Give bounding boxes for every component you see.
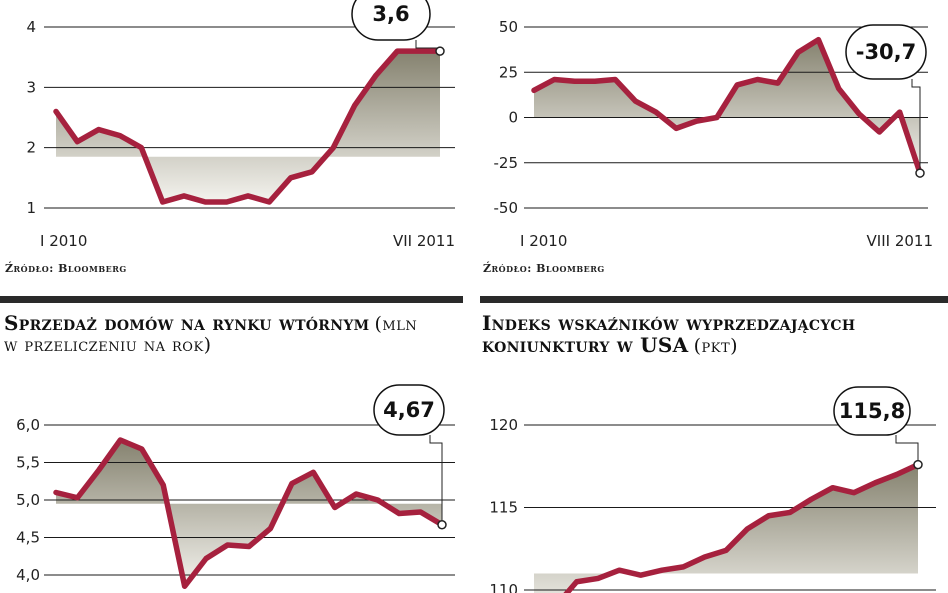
y-tick-label: 6,0 [16, 416, 40, 434]
chart-title-bottom-right: Indeks wskaźników wyprzedzających koniun… [482, 313, 922, 357]
chart-bottom-left: 4,0 4,5 5,0 5,5 6,0 4,67 [0, 380, 470, 593]
y-tick-label: -50 [494, 199, 519, 217]
y-tick-label: 120 [489, 416, 518, 434]
title-main: Indeks wskaźników wyprzedzających koniun… [482, 311, 856, 357]
y-tick-label: 110 [489, 581, 518, 593]
callout-value: 4,67 [383, 398, 435, 422]
area-fill [534, 464, 918, 593]
callout-leader [911, 79, 921, 170]
chart-top-right-svg: -50 -25 0 25 50 -30,7 I 2010 VIII 2011 [494, 18, 934, 250]
area-fill [56, 51, 440, 202]
title-main: Sprzedaż domów na rynku wtórnym [4, 311, 370, 335]
x-tick-label: I 2010 [40, 232, 87, 250]
chart-bottom-left-svg: 4,0 4,5 5,0 5,5 6,0 4,67 [16, 384, 455, 589]
y-tick-label: 115 [489, 499, 518, 517]
chart-title-bottom-left: Sprzedaż domów na rynku wtórnym (mln w p… [4, 313, 424, 356]
section-rule-left [0, 296, 463, 303]
callout-leader [415, 40, 441, 49]
end-point-marker [435, 46, 445, 56]
y-tick-label: 25 [499, 63, 518, 81]
series-line [531, 36, 923, 176]
chart-bottom-right: 110 115 120 115,8 [478, 380, 948, 593]
callout-value: 115,8 [839, 399, 905, 423]
series-line [53, 48, 443, 205]
callout-leader [895, 435, 919, 461]
section-rule-right [480, 296, 948, 303]
y-tick-label: 50 [499, 18, 518, 36]
x-tick-label: I 2010 [520, 232, 567, 250]
end-point-marker [913, 459, 923, 470]
chart-top-right: -50 -25 0 25 50 -30,7 I 2010 VIII 2011 Źródło: … [478, 0, 948, 290]
source-note: Źródło: Bloomberg [5, 262, 127, 275]
x-tick-label: VII 2011 [393, 232, 455, 250]
source-note: Źródło: Bloomberg [483, 262, 605, 275]
callout-bubble [833, 386, 911, 436]
callout-value: 3,6 [372, 2, 409, 26]
callout-leader [429, 435, 443, 521]
series-line [53, 437, 445, 589]
chart-top-left-svg: 1 2 3 4 3,6 I 2010 VII 2011 [26, 0, 455, 250]
title-unit: (mln w przeliczeniu na rok) [4, 313, 418, 356]
chart-bottom-right-svg: 110 115 120 115,8 [489, 386, 936, 593]
y-tick-label: 4,5 [16, 529, 40, 547]
end-point-marker [915, 168, 925, 178]
chart-top-left: 1 2 3 4 3,6 I 2010 VII 2011 Źródło: Bloomberg [0, 0, 470, 290]
callout-bubble [373, 384, 445, 436]
y-tick-label: 1 [26, 199, 36, 217]
end-point-marker [437, 520, 447, 530]
y-tick-label: 0 [508, 109, 518, 127]
x-tick-label: VIII 2011 [867, 232, 933, 250]
y-tick-label: 2 [26, 139, 36, 157]
callout-bubble [845, 24, 927, 80]
y-tick-label: 5,0 [16, 491, 40, 509]
title-unit: (pkt) [693, 335, 739, 357]
callout-bubble [351, 0, 431, 41]
series-line [563, 461, 921, 593]
y-tick-label: 3 [26, 78, 36, 96]
area-fill [56, 440, 442, 587]
callout-value: -30,7 [856, 40, 917, 64]
y-tick-label: 5,5 [16, 454, 40, 472]
y-tick-label: 4,0 [16, 566, 40, 584]
y-tick-label: -25 [494, 154, 519, 172]
y-tick-label: 4 [26, 18, 36, 36]
